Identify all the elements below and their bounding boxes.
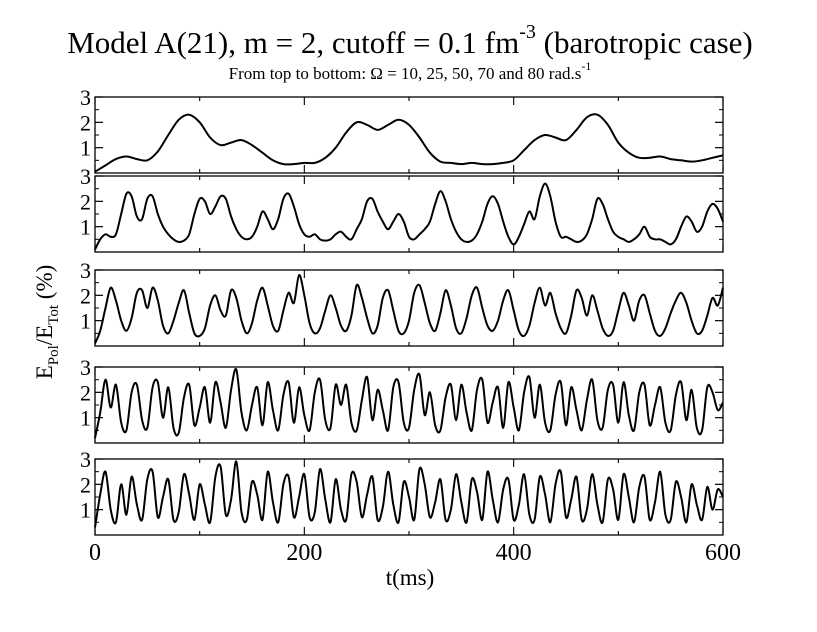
subtitle-exponent: -1 — [581, 59, 591, 73]
series-line — [94, 182, 724, 250]
y-tick-label: 3 — [80, 355, 91, 380]
subtitle-text: From top to bottom: Ω = 10, 25, 50, 70 a… — [229, 64, 582, 83]
panel-5: 123 — [80, 447, 724, 536]
y-tick-label: 2 — [80, 110, 91, 135]
title-exponent: -3 — [519, 21, 536, 43]
ylabel-slash: /E — [32, 325, 57, 345]
chart-title: Model A(21), m = 2, cutoff = 0.1 fm-3 (b… — [67, 21, 753, 60]
y-tick-label: 3 — [80, 85, 91, 110]
y-tick-label: 2 — [80, 472, 91, 497]
y-tick-label: 3 — [80, 164, 91, 189]
ylabel-sub-pol: Pol — [46, 345, 62, 365]
series-line — [94, 460, 724, 528]
panel-3: 123 — [80, 258, 724, 347]
title-prefix: Model A(21), m = 2, cutoff = 0.1 fm — [67, 25, 519, 60]
y-tick-label: 1 — [80, 406, 91, 431]
x-tick-label: 400 — [496, 540, 532, 566]
y-tick-label: 1 — [80, 215, 91, 240]
x-tick-label: 600 — [705, 540, 741, 566]
chart-subtitle: From top to bottom: Ω = 10, 25, 50, 70 a… — [229, 59, 592, 83]
series-line — [94, 274, 724, 344]
y-tick-label: 2 — [80, 380, 91, 405]
x-axis: 0 200 400 600 — [89, 540, 741, 566]
series-line — [94, 367, 724, 439]
y-axis-label: EPol/ETot (%) — [32, 265, 62, 380]
y-tick-label: 2 — [80, 283, 91, 308]
y-tick-label: 1 — [80, 498, 91, 523]
panel-1: 123 — [80, 85, 724, 174]
y-tick-label: 1 — [80, 136, 91, 161]
panel-frame — [94, 96, 724, 174]
ylabel-unit: (%) — [32, 265, 57, 305]
ylabel-sub-tot: Tot — [46, 304, 62, 325]
y-tick-label: 2 — [80, 189, 91, 214]
x-axis-label: t(ms) — [386, 565, 435, 590]
y-tick-label: 3 — [80, 258, 91, 283]
x-tick-label: 200 — [286, 540, 322, 566]
y-tick-label: 1 — [80, 309, 91, 334]
panel-2: 123 — [80, 164, 724, 253]
panel-4: 123 — [80, 355, 724, 444]
panel-frame — [94, 366, 724, 444]
series-line — [94, 113, 724, 173]
x-tick-label: 0 — [89, 540, 101, 566]
y-tick-label: 3 — [80, 447, 91, 472]
title-suffix: (barotropic case) — [536, 25, 753, 60]
ylabel-e: E — [32, 365, 57, 379]
panel-frame — [94, 175, 724, 253]
